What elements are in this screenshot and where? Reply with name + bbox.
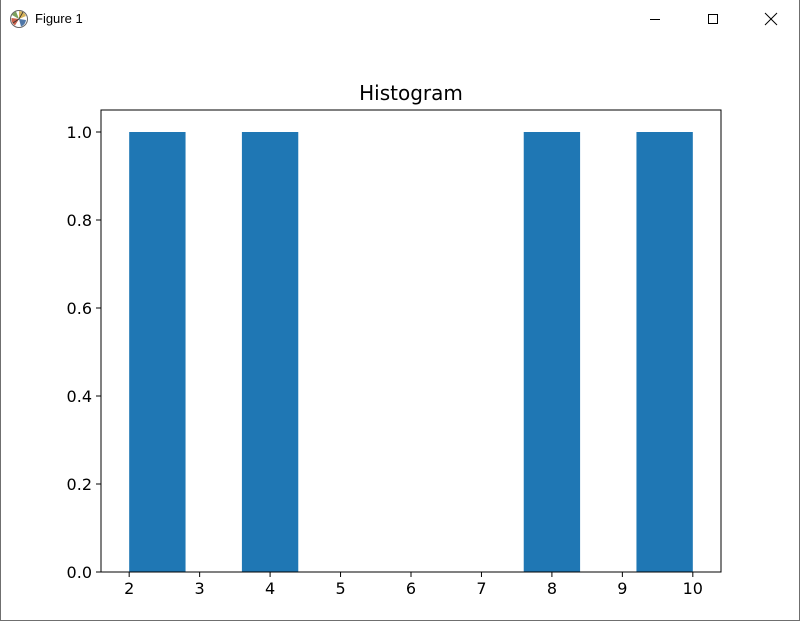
maximize-icon xyxy=(707,13,719,25)
x-tick-label: 4 xyxy=(265,579,275,598)
x-tick-label: 6 xyxy=(406,579,416,598)
y-tick-label: 0.2 xyxy=(67,475,92,494)
window-title: Figure 1 xyxy=(35,11,83,26)
x-tick-label: 2 xyxy=(124,579,134,598)
matplotlib-figure-icon xyxy=(9,9,29,29)
histogram-chart: Histogram 2 3 4 5 6 7 8 9 10 0.0 0.2 0.4 0.6 0.8 1.0 xyxy=(67,81,722,598)
histogram-bar xyxy=(129,132,186,572)
y-tick-label: 0.4 xyxy=(67,387,92,406)
histogram-bar xyxy=(523,132,581,572)
close-button[interactable] xyxy=(742,0,800,38)
minimize-button[interactable] xyxy=(626,0,684,38)
x-tick-label: 10 xyxy=(683,579,703,598)
figure-canvas: Histogram 2 3 4 5 6 7 8 9 10 0.0 0.2 0.4 0.6 0.8 1.0 xyxy=(1,38,801,621)
x-tick-label: 5 xyxy=(335,579,345,598)
y-tick-label: 1.0 xyxy=(67,123,92,142)
y-tick-label: 0.8 xyxy=(67,211,92,230)
x-tick-label: 3 xyxy=(195,579,205,598)
close-icon xyxy=(764,12,778,26)
title-bar[interactable]: Figure 1 xyxy=(1,0,799,38)
x-tick-label: 7 xyxy=(476,579,486,598)
y-tick-label: 0.0 xyxy=(67,563,92,582)
y-tick-label: 0.6 xyxy=(67,299,92,318)
maximize-button[interactable] xyxy=(684,0,742,38)
chart-title: Histogram xyxy=(359,81,463,105)
bars-layer xyxy=(129,132,693,572)
ticks-layer: 2 3 4 5 6 7 8 9 10 0.0 0.2 0.4 0.6 0.8 1.0 xyxy=(67,123,703,598)
x-tick-label: 8 xyxy=(547,579,557,598)
x-tick-label: 9 xyxy=(617,579,627,598)
minimize-icon xyxy=(649,13,661,25)
axes-frame xyxy=(100,109,722,573)
histogram-bar xyxy=(636,132,693,572)
histogram-bar xyxy=(241,132,299,572)
